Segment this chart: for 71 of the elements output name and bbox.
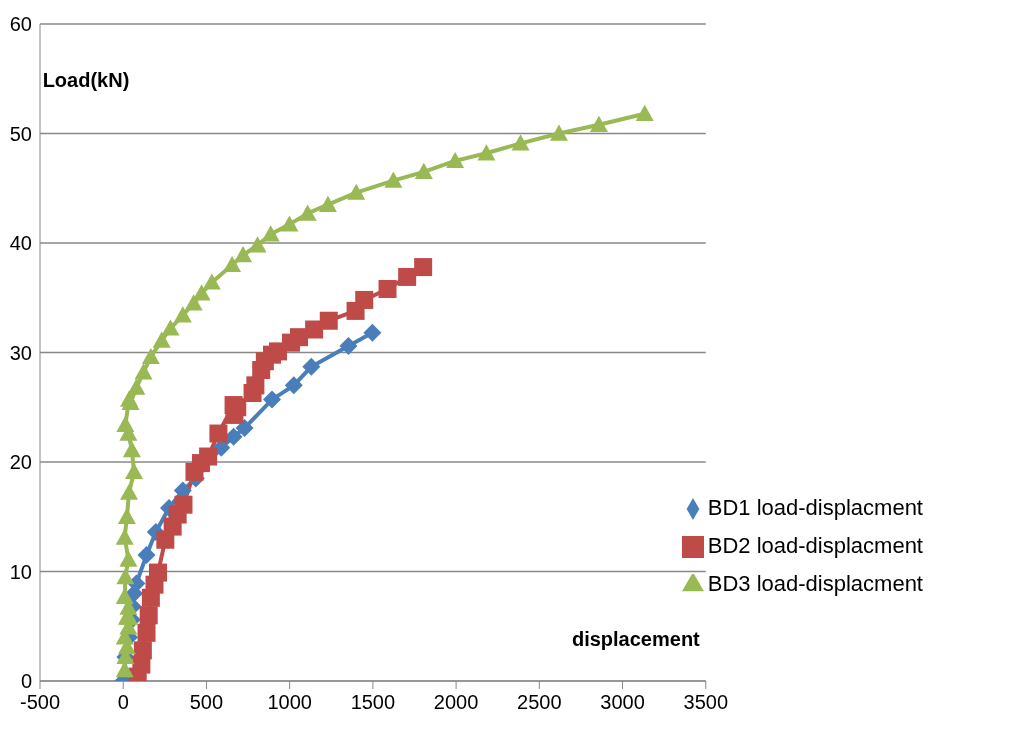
x-tick-label: 2500 bbox=[517, 691, 562, 714]
x-tick-label: 3000 bbox=[600, 691, 645, 714]
point bbox=[318, 195, 337, 212]
y-tick-label: 50 bbox=[9, 122, 32, 145]
y-axis-title: Load(kN) bbox=[42, 69, 130, 91]
legend-label: BD1 load-displacment bbox=[707, 495, 923, 520]
point bbox=[139, 606, 158, 625]
point bbox=[511, 134, 530, 151]
legend-label: BD2 load-displacment bbox=[707, 533, 923, 558]
point bbox=[347, 183, 366, 200]
point bbox=[305, 320, 324, 339]
y-tick-label: 10 bbox=[9, 560, 32, 583]
y-tick-label: 60 bbox=[9, 13, 32, 36]
x-tick-label: 2000 bbox=[433, 691, 479, 714]
y-tick-label: 0 bbox=[20, 670, 32, 693]
point bbox=[116, 567, 135, 585]
point bbox=[384, 171, 403, 188]
point bbox=[120, 483, 139, 500]
point bbox=[133, 641, 152, 660]
point bbox=[116, 415, 135, 432]
point bbox=[549, 124, 568, 141]
point bbox=[635, 104, 654, 121]
y-tick-label: 30 bbox=[9, 341, 32, 364]
point bbox=[125, 462, 144, 480]
point bbox=[261, 225, 280, 242]
point bbox=[477, 144, 496, 161]
point bbox=[174, 495, 193, 514]
x-tick-label: 1500 bbox=[350, 691, 396, 714]
point bbox=[398, 267, 417, 286]
point bbox=[149, 563, 168, 582]
x-tick-label: 3500 bbox=[683, 691, 729, 714]
point bbox=[115, 528, 134, 545]
point bbox=[355, 290, 374, 309]
point bbox=[119, 550, 138, 567]
point bbox=[302, 357, 321, 376]
x-tick-label: -500 bbox=[19, 691, 61, 714]
point bbox=[235, 419, 254, 438]
point bbox=[263, 390, 282, 409]
y-tick-label: 40 bbox=[9, 232, 32, 255]
point bbox=[152, 331, 171, 348]
point bbox=[589, 115, 608, 132]
point bbox=[363, 323, 382, 342]
point bbox=[122, 440, 141, 458]
x-tick-label: 500 bbox=[189, 691, 224, 714]
point bbox=[173, 306, 192, 323]
point bbox=[223, 255, 242, 273]
point bbox=[137, 623, 156, 642]
point bbox=[319, 311, 338, 330]
point bbox=[378, 279, 397, 298]
point bbox=[209, 424, 228, 443]
point bbox=[280, 215, 299, 232]
y-tick-label: 20 bbox=[9, 451, 32, 474]
point bbox=[141, 347, 160, 365]
point bbox=[117, 507, 136, 524]
x-tick-label: 0 bbox=[117, 691, 129, 714]
point bbox=[127, 378, 146, 395]
point bbox=[284, 376, 303, 395]
point bbox=[137, 546, 156, 565]
point bbox=[161, 319, 180, 336]
legend-label: BD3 load-displacment bbox=[707, 571, 923, 596]
point bbox=[248, 236, 267, 253]
x-axis-title: displacement bbox=[571, 628, 701, 650]
point bbox=[202, 273, 221, 290]
point bbox=[414, 258, 433, 277]
point bbox=[339, 336, 358, 355]
point bbox=[446, 151, 465, 169]
point bbox=[234, 246, 253, 263]
point bbox=[414, 162, 433, 180]
point bbox=[134, 363, 153, 380]
x-tick-label: 1000 bbox=[267, 691, 312, 714]
point bbox=[298, 204, 317, 221]
